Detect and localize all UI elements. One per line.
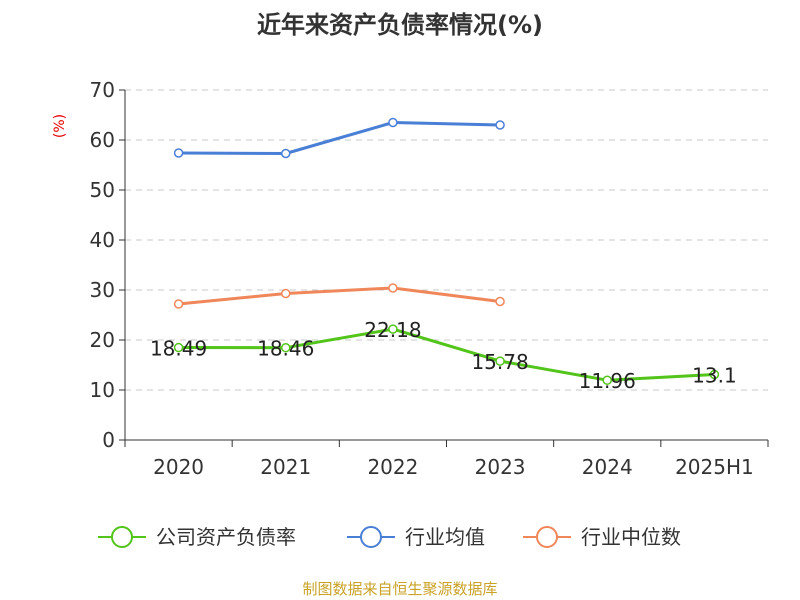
legend-item[interactable]: 行业均值	[347, 525, 485, 549]
data-label: 18.49	[150, 337, 207, 361]
legend-item[interactable]: 公司资产负债率	[98, 525, 296, 549]
source-note: 制图数据来自恒生聚源数据库	[302, 580, 497, 598]
series-layer: 18.49 18.46 22.18 15.78 11.96 13.1	[150, 117, 737, 393]
series-line	[177, 286, 502, 306]
data-point	[173, 148, 184, 158]
y-tick-label: 50	[90, 178, 115, 202]
data-point	[388, 283, 398, 293]
x-tick-label: 2022	[367, 455, 418, 479]
data-label: 13.1	[692, 364, 737, 388]
legend-label: 行业中位数	[581, 525, 681, 549]
data-point	[281, 148, 291, 159]
y-tick-label: 20	[90, 328, 115, 352]
data-label: 18.46	[257, 337, 314, 361]
y-tick-label: 10	[90, 378, 115, 402]
y-tick-label: 60	[90, 128, 115, 152]
x-tick-label: 2023	[475, 455, 526, 479]
legend-label: 行业均值	[405, 525, 485, 549]
data-point	[709, 369, 720, 380]
y-tick-label: 70	[90, 78, 115, 102]
y-axis-label: (%)	[52, 114, 68, 138]
x-tick-label: 2024	[582, 455, 633, 479]
data-label: 22.18	[364, 318, 421, 342]
grid	[125, 89, 768, 391]
data-point	[602, 375, 612, 385]
data-point	[495, 120, 505, 130]
data-point	[388, 117, 398, 128]
y-tick-label: 40	[90, 228, 115, 252]
series-1	[173, 117, 505, 159]
y-tick-label: 30	[90, 278, 115, 302]
series-2	[173, 283, 505, 309]
x-tick-label: 2021	[260, 455, 311, 479]
data-label: 11.96	[579, 369, 636, 393]
data-point	[281, 288, 291, 299]
chart-title: 近年来资产负债率情况(%)	[257, 11, 543, 39]
series-0: 18.49 18.46 22.18 15.78 11.96 13.1	[150, 318, 737, 393]
data-point	[173, 342, 184, 353]
axes: 0 10 20 30 40 50 60 70 2020 2021 2022 2023 2024 2025H…	[90, 78, 769, 479]
series-line	[177, 327, 716, 382]
x-tick-label: 2025H1	[675, 455, 754, 479]
y-tick-label: 0	[102, 428, 115, 452]
legend-marker	[536, 526, 558, 548]
legend[interactable]: 公司资产负债率 行业均值 行业中位数	[98, 525, 681, 549]
x-tick-label: 2020	[153, 455, 204, 479]
data-label: 15.78	[471, 350, 528, 374]
legend-marker	[111, 526, 133, 548]
legend-item[interactable]: 行业中位数	[523, 525, 681, 549]
data-point	[495, 296, 505, 307]
legend-label: 公司资产负债率	[156, 525, 296, 549]
data-point	[173, 299, 184, 309]
legend-marker	[360, 526, 382, 548]
series-line	[177, 121, 502, 155]
data-point	[281, 342, 291, 353]
data-point	[495, 356, 505, 366]
data-point	[388, 324, 398, 334]
